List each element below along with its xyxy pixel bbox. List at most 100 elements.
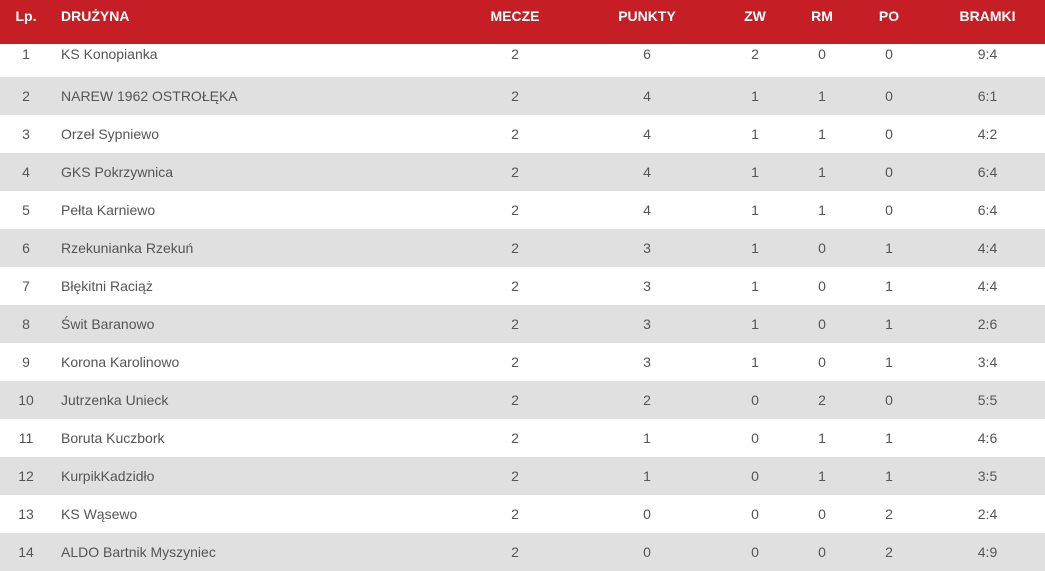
cell-goals: 6:4 (930, 153, 1045, 191)
cell-position: 10 (0, 381, 52, 419)
cell-team-name: Korona Karolinowo (61, 354, 180, 370)
cell-goals: 9:4 (977, 46, 998, 62)
cell-wins: 1 (714, 229, 796, 267)
cell-losses: 1 (885, 354, 893, 370)
cell-goals: 3:5 (930, 457, 1045, 495)
cell-team-name: Jutrzenka Unieck (52, 381, 450, 419)
cell-draws: 0 (796, 305, 848, 343)
cell-position: 8 (0, 305, 52, 343)
cell-position: 3 (22, 126, 30, 142)
cell-position: 6 (0, 229, 52, 267)
cell-points: 3 (643, 278, 651, 294)
cell-goals: 4:6 (977, 430, 998, 446)
header-lp: Lp. (0, 0, 52, 44)
table-row: 10 Jutrzenka Unieck 2 2 0 2 0 5:5 (0, 381, 1045, 419)
cell-wins: 1 (751, 202, 759, 218)
cell-draws: 1 (818, 430, 826, 446)
cell-team-name: ALDO Bartnik Myszyniec (52, 533, 450, 571)
cell-matches: 2 (511, 202, 519, 218)
cell-losses: 1 (848, 229, 930, 267)
cell-team-name: KS Konopianka (61, 46, 158, 62)
cell-draws: 1 (796, 457, 848, 495)
cell-points: 4 (643, 126, 651, 142)
cell-losses: 0 (848, 381, 930, 419)
cell-losses: 2 (848, 533, 930, 571)
cell-points: 1 (643, 430, 651, 446)
cell-wins: 0 (714, 457, 796, 495)
cell-draws: 0 (818, 506, 826, 522)
cell-position: 5 (22, 202, 30, 218)
cell-points: 4 (643, 202, 651, 218)
cell-goals: 4:4 (977, 278, 998, 294)
cell-draws: 0 (818, 278, 826, 294)
cell-points: 6 (643, 46, 651, 62)
cell-matches: 2 (511, 506, 519, 522)
cell-points: 0 (580, 533, 714, 571)
cell-team-name: Rzekunianka Rzekuń (52, 229, 450, 267)
cell-draws: 2 (796, 381, 848, 419)
table-row: 1 KS Konopianka 2 6 2 0 0 9:4 (0, 44, 1045, 77)
cell-points: 3 (643, 354, 651, 370)
cell-goals: 6:4 (977, 202, 998, 218)
cell-goals: 3:4 (977, 354, 998, 370)
cell-wins: 1 (751, 354, 759, 370)
cell-position: 1 (22, 46, 30, 62)
header-goals: BRAMKI (930, 0, 1045, 44)
cell-team-name: Pełta Karniewo (61, 202, 156, 218)
cell-wins: 0 (714, 533, 796, 571)
table-row: 6 Rzekunianka Rzekuń 2 3 1 0 1 4:4 (0, 229, 1045, 267)
header-points: PUNKTY (580, 0, 714, 44)
cell-position: 12 (0, 457, 52, 495)
table-row: 9 Korona Karolinowo 2 3 1 0 1 3:4 (0, 343, 1045, 381)
cell-position: 2 (0, 77, 52, 115)
header-matches: MECZE (450, 0, 580, 44)
table-row: 11 Boruta Kuczbork 2 1 0 1 1 4:6 (0, 419, 1045, 457)
table-row: 8 Świt Baranowo 2 3 1 0 1 2:6 (0, 305, 1045, 343)
cell-matches: 2 (450, 457, 580, 495)
cell-wins: 1 (714, 305, 796, 343)
cell-matches: 2 (511, 278, 519, 294)
cell-wins: 0 (751, 506, 759, 522)
cell-goals: 4:9 (930, 533, 1045, 571)
cell-matches: 2 (511, 430, 519, 446)
table-row: 12 KurpikKadzidło 2 1 0 1 1 3:5 (0, 457, 1045, 495)
cell-team-name: GKS Pokrzywnica (52, 153, 450, 191)
cell-team-name: NAREW 1962 OSTROŁĘKA (52, 77, 450, 115)
cell-matches: 2 (450, 381, 580, 419)
cell-points: 3 (580, 229, 714, 267)
table-row: 5 Pełta Karniewo 2 4 1 1 0 6:4 (0, 191, 1045, 229)
cell-draws: 0 (796, 533, 848, 571)
cell-position: 7 (22, 278, 30, 294)
cell-wins: 0 (714, 381, 796, 419)
cell-goals: 5:5 (930, 381, 1045, 419)
cell-matches: 2 (511, 126, 519, 142)
cell-losses: 1 (848, 457, 930, 495)
cell-losses: 0 (848, 153, 930, 191)
table-row: 3 Orzeł Sypniewo 2 4 1 1 0 4:2 (0, 115, 1045, 153)
cell-team-name: Błękitni Raciąż (61, 278, 153, 294)
header-team: DRUŻYNA (52, 0, 450, 44)
cell-draws: 1 (796, 153, 848, 191)
cell-points: 3 (580, 305, 714, 343)
cell-goals: 6:1 (930, 77, 1045, 115)
header-wins: ZW (714, 0, 796, 44)
cell-losses: 0 (848, 77, 930, 115)
cell-losses: 1 (848, 305, 930, 343)
cell-matches: 2 (450, 77, 580, 115)
cell-team-name: Orzeł Sypniewo (61, 126, 160, 142)
table-row: 13 KS Wąsewo 2 0 0 0 2 2:4 (0, 495, 1045, 533)
cell-losses: 2 (885, 506, 893, 522)
cell-draws: 1 (818, 202, 826, 218)
cell-wins: 0 (751, 430, 759, 446)
cell-losses: 0 (885, 126, 893, 142)
cell-position: 4 (0, 153, 52, 191)
cell-wins: 1 (714, 77, 796, 115)
cell-matches: 2 (511, 46, 519, 62)
cell-draws: 1 (796, 77, 848, 115)
cell-points: 1 (580, 457, 714, 495)
table-row: 7 Błękitni Raciąż 2 3 1 0 1 4:4 (0, 267, 1045, 305)
cell-goals: 4:4 (930, 229, 1045, 267)
cell-position: 11 (18, 430, 34, 446)
cell-goals: 2:6 (930, 305, 1045, 343)
